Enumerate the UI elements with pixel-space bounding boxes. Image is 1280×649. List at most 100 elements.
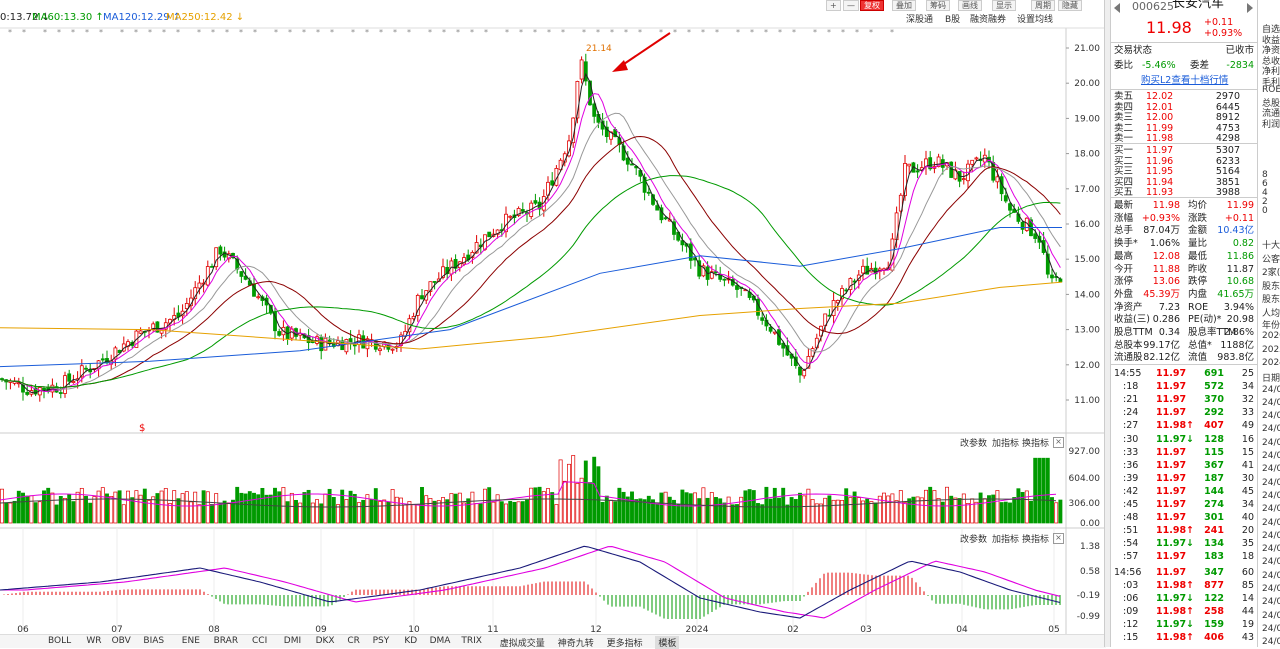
panel-splitter[interactable] <box>1104 0 1111 647</box>
indicator-tab-5[interactable]: BRAR <box>213 636 239 646</box>
right-arrow-icon[interactable] <box>1247 3 1253 13</box>
volume-bar <box>718 498 723 524</box>
indicator-tab-2[interactable]: OBV <box>111 636 131 646</box>
volume-bar <box>991 494 996 524</box>
volume-bar <box>1050 497 1054 524</box>
indicator-tab-3[interactable]: BIAS <box>143 636 165 646</box>
indicator-tab-4[interactable]: ENE <box>181 636 200 646</box>
panel0-tool-1[interactable]: 加指标 <box>992 439 1020 449</box>
volume-bar <box>1024 490 1029 524</box>
volume-bar <box>151 496 156 524</box>
candle-body <box>819 325 823 337</box>
candle-body <box>462 257 466 265</box>
indicator-tab-15[interactable]: 神奇九转 <box>557 639 594 649</box>
candle-body <box>243 275 248 280</box>
volume-bar <box>8 502 13 524</box>
f10-side-panel: 自选收益净资总收净利毛利ROE总股流通利润86420十大流公客2家(股东股东人均… <box>1257 0 1280 647</box>
toolbar-button-3[interactable]: 叠加 <box>892 0 916 11</box>
volume-bar <box>823 497 828 524</box>
volume-bar <box>936 498 941 524</box>
toolbar-button-6[interactable]: 显示 <box>992 0 1016 11</box>
candle-body <box>898 194 903 212</box>
indicator-tab-17[interactable]: 模板 <box>655 636 680 649</box>
ma5-line <box>1 72 1061 394</box>
indicator-tab-0[interactable]: BOLL <box>48 636 72 646</box>
volume-bar <box>999 502 1004 524</box>
volume-bar <box>684 492 689 524</box>
panel0-tool-2[interactable]: 换指标 <box>1022 439 1050 449</box>
chart-tool-3[interactable]: 设置均线 <box>1017 15 1054 25</box>
volume-bar <box>798 492 802 524</box>
indicator-tab-13[interactable]: TRIX <box>461 636 482 646</box>
indicator-tab-11[interactable]: KD <box>404 636 418 646</box>
panel0-tool-0[interactable]: 改参数 <box>960 439 988 449</box>
panel1-tool-2[interactable]: 换指标 <box>1022 535 1050 545</box>
toolbar-button-2[interactable]: 复权 <box>860 0 884 11</box>
x-tick-label: 12 <box>590 625 601 634</box>
tick-row: :51 11.98↑ 241 20 <box>1123 525 1254 537</box>
kline-chart[interactable]: * * * * * * * * * * * * * * * * * * * * * * * * * * * * * * * * * * * * * * * *… <box>0 0 1104 634</box>
indicator-tab-14[interactable]: 虚拟成交量 <box>499 639 545 649</box>
signal-mark: * <box>736 28 740 37</box>
volume-bar <box>1020 492 1025 524</box>
candle-body <box>781 342 786 349</box>
volume-bar <box>995 490 1000 524</box>
volume-bar <box>529 487 534 524</box>
volume-bar <box>357 502 361 524</box>
indicator-tab-10[interactable]: PSY <box>372 636 390 646</box>
indicator-tab-1[interactable]: WR <box>86 636 102 646</box>
volume-bar <box>121 504 126 524</box>
volume-bar <box>1029 500 1033 524</box>
indicator-tab-6[interactable]: CCI <box>252 636 268 646</box>
toolbar-button-7[interactable]: 周期 <box>1031 0 1055 11</box>
candle-body <box>579 59 584 80</box>
toolbar-button-4[interactable]: 筹码 <box>926 0 950 11</box>
toolbar-button-8[interactable]: 隐藏 <box>1058 0 1082 11</box>
l2-link[interactable]: 购买L2查看十档行情 <box>1141 75 1229 86</box>
volume-bar <box>583 460 588 524</box>
indicator-tab-8[interactable]: DKX <box>315 636 335 646</box>
panel1-tool-0[interactable]: 改参数 <box>960 535 988 545</box>
toolbar-button-0[interactable]: + <box>826 0 841 11</box>
volume-bar <box>919 497 924 524</box>
x-tick-label: 10 <box>408 625 420 634</box>
f10-item: ROE <box>1262 85 1280 95</box>
f10-item: 净资 <box>1262 46 1280 56</box>
chart-tool-1[interactable]: B股 <box>945 15 961 25</box>
toolbar-button-5[interactable]: 画线 <box>958 0 982 11</box>
close-icon[interactable]: × <box>1053 437 1064 448</box>
volume-bar <box>310 502 315 524</box>
candle-body <box>1033 233 1038 239</box>
volume-bar <box>508 501 513 524</box>
close-icon[interactable]: × <box>1053 533 1064 544</box>
toolbar-button-1[interactable]: — <box>843 0 859 11</box>
candle-body <box>453 258 458 269</box>
candle-body <box>575 81 580 119</box>
volume-bar <box>739 496 744 524</box>
volume-bar <box>88 502 93 524</box>
volume-bar <box>277 491 282 524</box>
signal-mark: * <box>302 28 306 37</box>
candle-body <box>1020 221 1025 230</box>
chart-tool-0[interactable]: 深股通 <box>906 15 934 25</box>
indicator-tab-9[interactable]: CR <box>347 636 360 646</box>
candle-body <box>831 300 836 317</box>
webi-value: -5.46% <box>1142 60 1176 71</box>
signal-mark: * <box>274 28 278 37</box>
f10-item: 收益 <box>1262 35 1280 46</box>
indicator-tab-7[interactable]: DMI <box>283 636 302 646</box>
signal-mark: * <box>596 28 600 37</box>
candle-body <box>848 278 853 290</box>
volume-bar <box>961 493 966 524</box>
volume-bar <box>546 488 550 524</box>
candle-body <box>709 271 714 279</box>
candle-body <box>352 344 357 347</box>
indicator-tab-16[interactable]: 更多指标 <box>606 639 643 649</box>
stat-row: 今开 11.88 昨收 11.87 <box>1114 263 1254 275</box>
left-arrow-icon[interactable] <box>1114 3 1120 13</box>
ma120-line <box>0 227 1062 368</box>
chart-tool-2[interactable]: 融资融券 <box>970 15 1007 25</box>
panel1-tool-1[interactable]: 加指标 <box>992 535 1020 545</box>
indicator-tab-12[interactable]: DMA <box>429 636 451 646</box>
macd-tick-label: 1.38 <box>1080 542 1100 552</box>
